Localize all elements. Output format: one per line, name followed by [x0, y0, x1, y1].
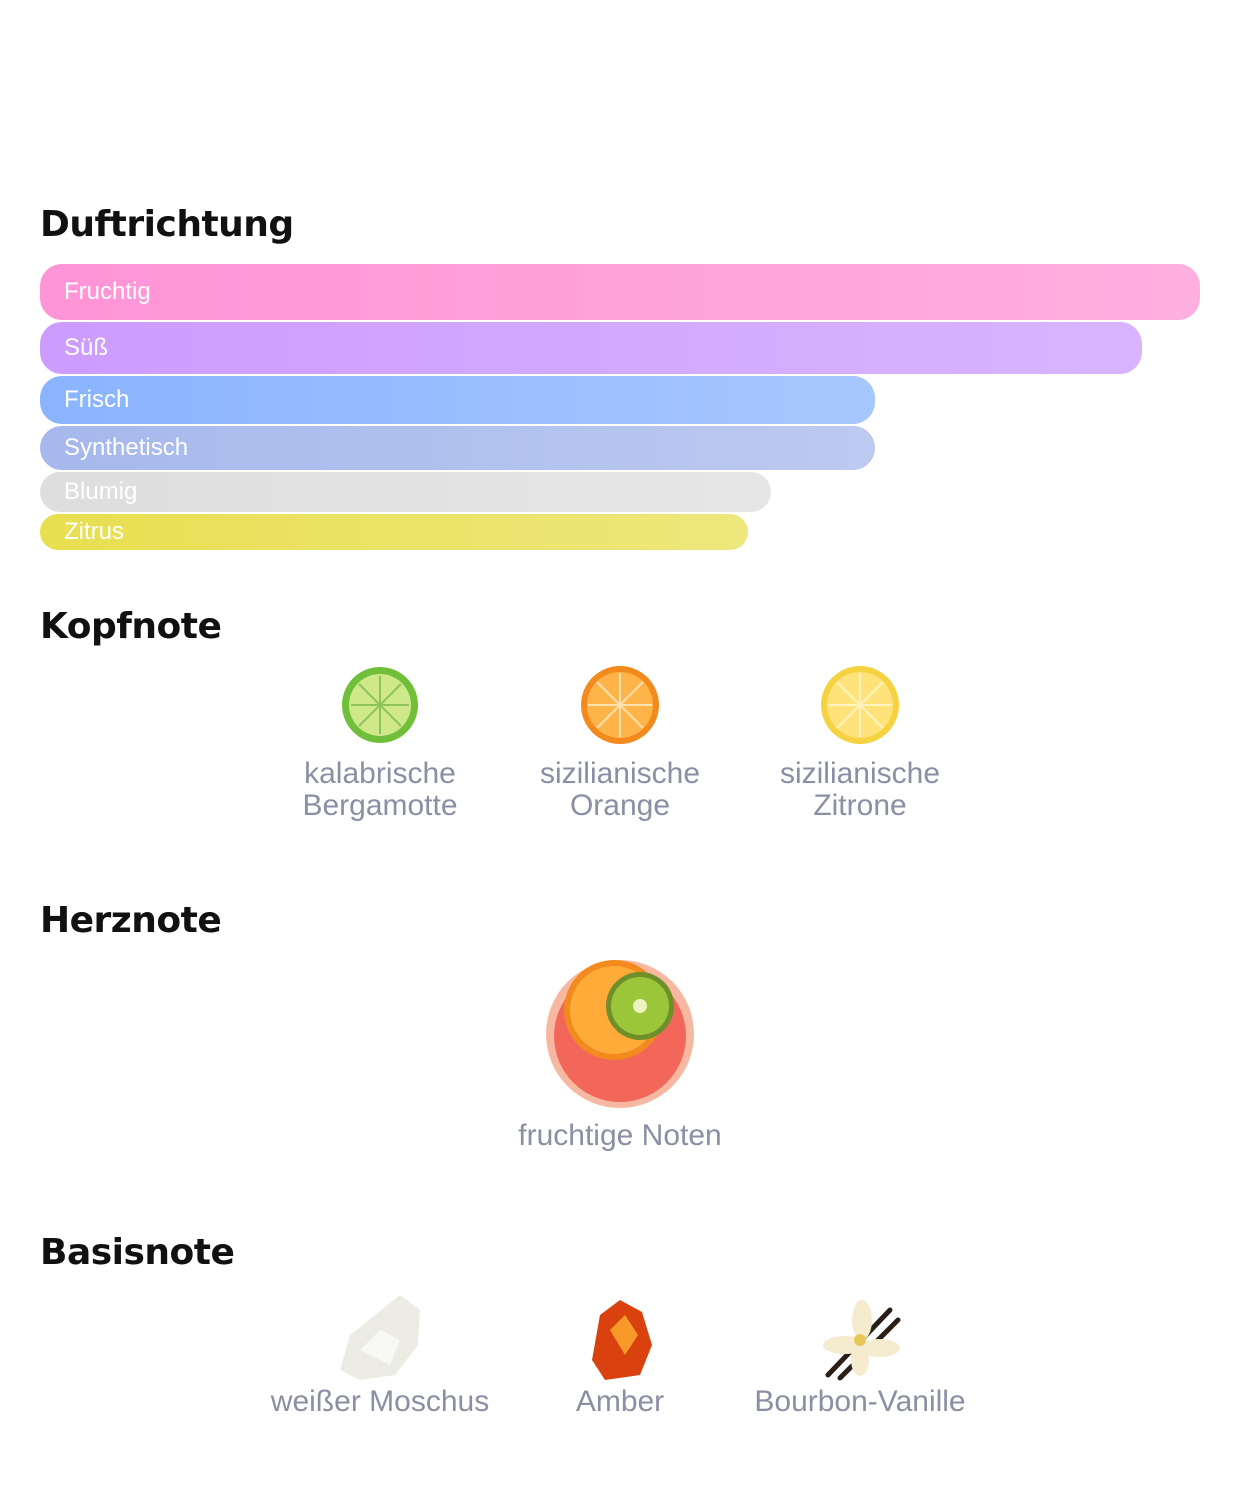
amber-icon — [592, 1300, 652, 1380]
label-line: fruchtige Noten — [518, 1119, 722, 1152]
accord-bar: Synthetisch — [40, 426, 876, 470]
musk-icon — [340, 1295, 420, 1380]
section-title: Kopfnote — [40, 606, 222, 647]
note-label: kalabrische Bergamotte — [240, 758, 520, 822]
accord-bar: Frisch — [40, 376, 876, 424]
label-line: Amber — [575, 1385, 665, 1418]
section-title: Duftrichtung — [40, 204, 294, 245]
accord-label: Zitrus — [64, 518, 124, 545]
note: kalabrische Bergamotte — [240, 664, 520, 822]
accord-label: Süß — [64, 334, 109, 361]
note: weißer Moschus — [220, 1290, 540, 1418]
note: sizilianische Zitrone — [720, 664, 1000, 822]
note-label: sizilianische Zitrone — [720, 758, 1000, 822]
accord-label: Blumig — [64, 478, 138, 505]
label-line: Zitrone — [813, 789, 907, 822]
accord-bar: Fruchtig — [40, 264, 1200, 320]
label-line: kalabrische — [304, 757, 456, 790]
label-line: Bergamotte — [302, 789, 458, 822]
lemon-icon — [821, 666, 899, 744]
label-line: Bourbon-Vanille — [754, 1385, 966, 1418]
orange-icon — [581, 666, 659, 744]
label-line: sizilianische — [779, 757, 941, 790]
fruit-icon — [546, 960, 694, 1108]
section-title: Basisnote — [40, 1232, 235, 1273]
label-line: sizilianische — [539, 757, 701, 790]
accord-bars: Fruchtig Süß Frisch Synthetisch Blumig Zitrus — [40, 264, 1200, 552]
accord-bar: Zitrus — [40, 514, 748, 550]
note: Amber — [480, 1290, 760, 1418]
section-title: Herznote — [40, 900, 222, 941]
note-label: fruchtige Noten — [460, 1120, 780, 1152]
note-label: Bourbon-Vanille — [700, 1386, 1020, 1418]
vanilla-icon — [823, 1300, 901, 1381]
label-line: Orange — [569, 789, 671, 822]
accord-label: Fruchtig — [64, 278, 151, 305]
accord-label: Frisch — [64, 386, 130, 413]
note: fruchtige Noten — [460, 958, 780, 1152]
accord-bar: Süß — [40, 322, 1142, 374]
note-label: Amber — [480, 1386, 760, 1418]
note: sizilianische Orange — [480, 664, 760, 822]
note: Bourbon-Vanille — [700, 1290, 1020, 1418]
accord-bar: Blumig — [40, 472, 771, 512]
note-label: weißer Moschus — [220, 1386, 540, 1418]
note-label: sizilianische Orange — [480, 758, 760, 822]
accord-label: Synthetisch — [64, 434, 189, 461]
bergamot-icon — [342, 667, 418, 743]
label-line: weißer Moschus — [270, 1385, 490, 1418]
